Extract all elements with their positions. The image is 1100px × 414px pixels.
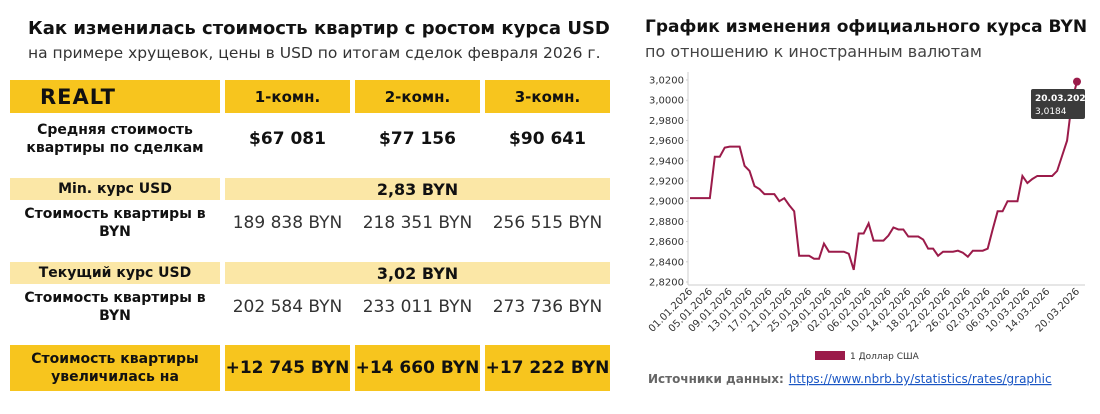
cell-value: 189 838 BYN — [232, 213, 343, 233]
row-label: Текущий курс USD — [10, 262, 220, 284]
tooltip-box — [1031, 89, 1085, 119]
cell-value: 202 584 BYN — [232, 297, 343, 317]
chart-title: График изменения официального курса BYN — [645, 17, 1087, 37]
y-tick-label: 2,8600 — [649, 237, 684, 248]
row-label: Средняя стоимость квартиры по сделкам — [26, 122, 204, 156]
cell-value: +17 222 BYN — [485, 345, 610, 391]
source-link[interactable]: https://www.nbrb.by/statistics/rates/gra… — [789, 372, 1052, 386]
cell-value: 256 515 BYN — [492, 213, 603, 233]
column-header: 1-комн. — [225, 80, 350, 113]
cell-value: +12 745 BYN — [225, 345, 350, 391]
source-label: Источники данных: — [648, 372, 784, 386]
source: Источники данных: https://www.nbrb.by/sta… — [648, 372, 1052, 386]
chart-subtitle: по отношению к иностранным валютам — [645, 42, 982, 61]
legend-swatch — [815, 351, 845, 360]
line — [690, 81, 1078, 271]
row-label: Стоимость квартиры в BYN — [24, 290, 206, 324]
y-tick-label: 2,9200 — [649, 177, 684, 188]
y-tick-label: 3,0000 — [649, 96, 684, 107]
legend-label: 1 Доллар США — [850, 352, 920, 362]
cell-value: 218 351 BYN — [362, 213, 473, 233]
column-header: 3-комн. — [485, 80, 610, 113]
column-header: 2-комн. — [355, 80, 480, 113]
y-tick-label: 3,0200 — [649, 76, 684, 87]
cell-value: +14 660 BYN — [355, 345, 480, 391]
point — [1073, 77, 1081, 86]
y-tick-label: 2,9400 — [649, 156, 684, 167]
tooltip-title: 20.03.2026 — [1035, 94, 1092, 104]
y-tick-label: 2,9600 — [649, 136, 684, 147]
y-tick-label: 2,8400 — [649, 257, 684, 268]
y-tick-label: 2,8800 — [649, 217, 684, 228]
cell-value: $67 081 — [249, 129, 326, 149]
row-label: Стоимость квартиры увеличилась на — [10, 345, 220, 391]
merged-value: 2,83 BYN — [225, 178, 610, 200]
title: Как изменилась стоимость квартир с росто… — [28, 18, 610, 39]
cell-value: 273 736 BYN — [492, 297, 603, 317]
row-label: Стоимость квартиры в BYN — [24, 206, 206, 240]
cell-value: 233 011 BYN — [362, 297, 473, 317]
merged-value: 3,02 BYN — [225, 262, 610, 284]
y-tick-label: 2,9000 — [649, 197, 684, 208]
y-tick-label: 2,9800 — [649, 116, 684, 127]
row-label: Min. курс USD — [10, 178, 220, 200]
tooltip-text: 3,0184 — [1035, 107, 1067, 117]
y-tick-label: 2,8200 — [649, 278, 684, 289]
subtitle: на примере хрущевок, цены в USD по итога… — [28, 44, 601, 62]
cell-value: $77 156 — [379, 129, 456, 149]
logo: REALT — [10, 80, 220, 113]
cell-value: $90 641 — [509, 129, 586, 149]
